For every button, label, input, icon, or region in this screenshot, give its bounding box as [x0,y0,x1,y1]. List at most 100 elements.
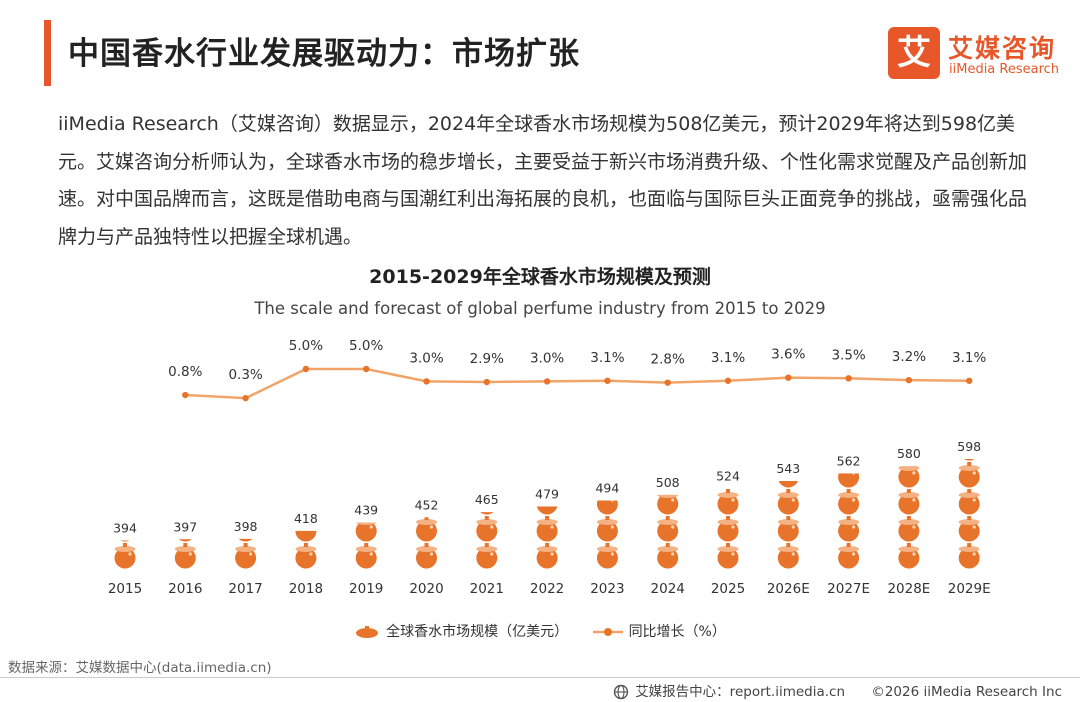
bottle-shine [972,552,976,556]
bottle-shine [128,444,131,447]
bottle-shine [731,498,735,502]
bottle-top [476,546,498,552]
bar-2022 [536,506,558,569]
bottle-shine [370,498,373,501]
bottle-shine [249,444,252,447]
bottle-body [235,494,256,515]
bottle-neck [424,517,429,520]
bottle-top [115,492,136,498]
bottle-body [536,506,558,515]
bottle-stack [416,444,437,569]
bottle-neck [243,543,248,547]
bottle-shine [852,552,856,556]
report-center-link[interactable]: 艾媒报告中心：report.iimedia.cn [635,684,846,700]
growth-label: 3.1% [711,350,745,366]
bottle-neck [364,435,368,439]
bottle-top [898,519,920,525]
bar-2017 [235,411,257,569]
logo-mark-icon: 艾 [888,27,940,79]
growth-point [242,394,249,402]
bottle-neck [183,408,187,412]
bottle-shine [671,444,674,447]
bottle-body [356,467,377,488]
bottle-neck [183,462,187,466]
bottle-top [235,465,256,471]
bottle-shine [430,444,433,447]
bottle-neck [967,408,971,412]
bottle-shine [611,417,614,420]
bar-2015 [114,408,136,569]
logo-text-cn: 艾媒咨询 [948,34,1057,63]
bottle-top [235,492,256,498]
bottle-shine [490,471,493,474]
bottle-body [597,440,618,461]
bottle-body [120,540,130,542]
bottle-shine [370,471,373,474]
bottle-neck [123,408,127,412]
bottle-shine [731,552,735,556]
bottle-neck [425,462,429,466]
bottle-neck [484,516,489,520]
bar-2025 [717,408,739,569]
bottle-body [597,413,618,434]
growth-point [423,378,430,385]
bottle-shine [249,471,252,474]
bar-value-label: 494 [595,481,619,496]
bottle-neck [906,516,911,520]
bottle-neck [364,408,368,412]
bottle-shine [369,525,373,529]
bottle-top [657,438,678,444]
bottle-neck [726,543,730,547]
growth-point [182,391,189,399]
bottle-top [777,492,799,498]
bottle-top [777,546,799,552]
bottle-top [356,438,377,444]
bottle-top [898,438,919,444]
bottle-neck [123,489,127,493]
bar-value-label: 508 [656,475,680,490]
bottle-stack [235,411,257,569]
bar-value-label: 479 [535,487,559,502]
bottle-neck [244,435,248,439]
bottle-shine [972,498,976,502]
bottle-top [235,438,256,444]
legend-label-growth: 同比增长（%） [628,624,726,640]
x-tick-label: 2024 [651,581,685,597]
legend-label-market-size: 全球香水市场规模（亿美元） [386,624,569,640]
bar-2019 [355,408,377,569]
perfume-bottle-icon [356,626,379,638]
bottle-shine [309,552,313,556]
bottle-stack [114,408,136,569]
bottle-shine [610,525,615,529]
bottle-neck [425,489,429,493]
bottle-shine [369,552,373,556]
bottle-shine [490,552,494,556]
bar-2027E [838,473,860,569]
bottle-neck [726,408,730,412]
bottle-top [476,519,498,525]
bottle-top [114,546,136,552]
bottle-neck [967,516,972,520]
bottle-neck [304,489,308,493]
bottle-neck [666,435,670,439]
bottle-top [295,492,316,498]
bottle-shine [972,525,976,529]
bottle-neck [846,489,851,493]
bottle-top [235,411,256,417]
bottle-top [958,519,980,525]
growth-label: 3.6% [771,347,805,363]
bottle-body [175,467,196,488]
bottle-shine [611,471,614,474]
bottle-shine [912,525,916,529]
bottle-stack [898,438,920,569]
bottle-stack [355,408,377,569]
bottle-shine [189,444,192,447]
bottle-neck [967,543,972,547]
bottle-shine [852,525,856,529]
bottle-neck [907,462,911,466]
growth-label: 0.3% [228,367,262,383]
bottle-shine [671,552,675,556]
bottle-neck [424,543,429,547]
chart-title: 2015-2029年全球香水市场规模及预测 [369,266,711,288]
bottle-shine [309,471,312,474]
